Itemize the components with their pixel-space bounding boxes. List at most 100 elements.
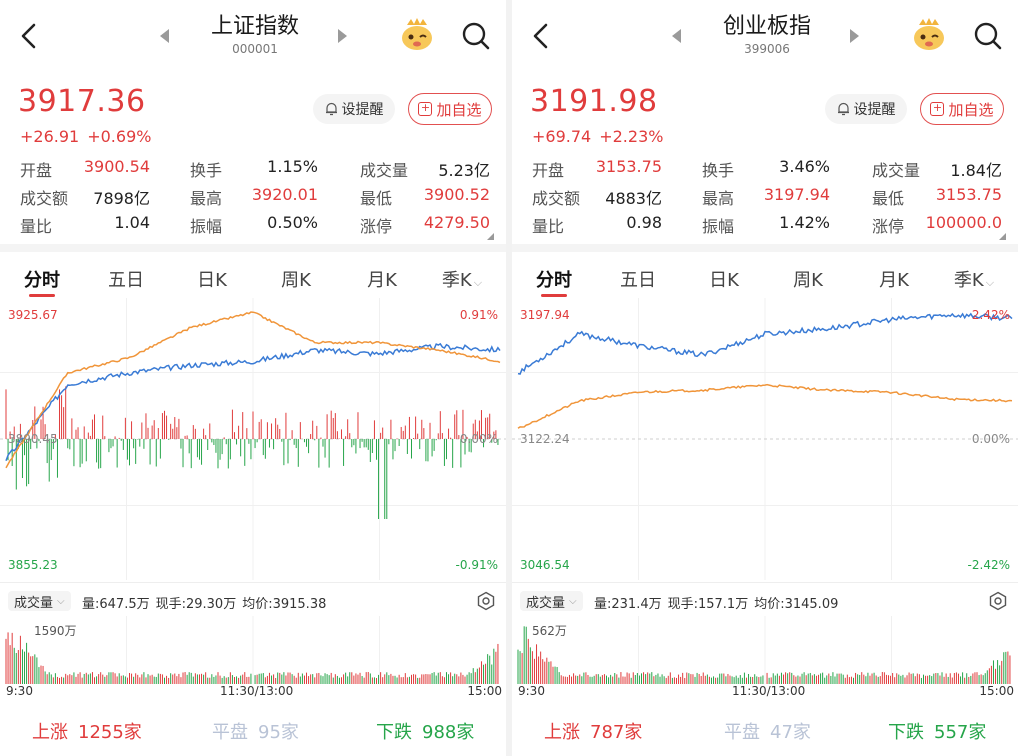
tab-weekly-k[interactable]: 周K bbox=[281, 270, 311, 291]
tab-monthly-k[interactable]: 月K bbox=[367, 270, 397, 291]
plus-icon: + bbox=[930, 102, 945, 116]
next-index-icon[interactable] bbox=[338, 29, 347, 43]
stat-high: 最高 3920.01 bbox=[190, 183, 318, 209]
volume-chart[interactable]: 562万 bbox=[512, 616, 1018, 684]
search-icon[interactable] bbox=[972, 20, 1004, 52]
stat-limit-up: 涨停 100000.0 bbox=[872, 211, 1002, 237]
stat-label: 换手 bbox=[190, 161, 223, 180]
stats-row: 开盘 3153.75 换手 3.46% 成交量 1.84亿 bbox=[512, 155, 1018, 181]
stat-volume: 成交量 5.23亿 bbox=[360, 155, 490, 181]
time-midday-label: 11:30/13:00 bbox=[732, 684, 806, 698]
stat-label: 换手 bbox=[702, 161, 735, 180]
tab-monthly-k[interactable]: 月K bbox=[879, 270, 909, 291]
volume-info-bar: 成交量 ⌵ 量:647.5万 现手:29.30万 均价:3915.38 bbox=[0, 582, 506, 616]
volume-avg-price: 均价:3915.38 bbox=[242, 597, 327, 612]
unchanged-label: 平盘 bbox=[212, 722, 248, 743]
volume-chart-svg bbox=[5, 616, 499, 684]
mascot-icon[interactable] bbox=[910, 16, 948, 54]
volume-chart[interactable]: 1590万 bbox=[0, 616, 506, 684]
next-index-icon[interactable] bbox=[850, 29, 859, 43]
y-high-pct-label: 0.91% bbox=[459, 308, 498, 322]
chevron-down-icon: ⌵ bbox=[985, 276, 995, 289]
set-alert-button[interactable]: 设提醒 bbox=[825, 94, 907, 124]
settings-gear-icon[interactable] bbox=[988, 591, 1008, 611]
tab-quarterly-k[interactable]: 季K ⌵ bbox=[432, 266, 492, 292]
stat-value: 4279.50 bbox=[423, 213, 490, 232]
stat-value: 3900.54 bbox=[83, 157, 150, 176]
chevron-down-icon: ⌵ bbox=[569, 595, 577, 607]
unchanged-count: 95家 bbox=[258, 722, 299, 743]
set-alert-button[interactable]: 设提醒 bbox=[313, 94, 395, 124]
change-percent: +0.69% bbox=[87, 127, 152, 146]
stat-value: 3.46% bbox=[779, 157, 830, 176]
tab-weekly-k[interactable]: 周K bbox=[793, 270, 823, 291]
prev-index-icon[interactable] bbox=[672, 29, 681, 43]
volume-amount: 量:231.4万 bbox=[594, 597, 662, 612]
stat-label: 涨停 bbox=[360, 217, 393, 236]
stat-label: 振幅 bbox=[702, 217, 735, 236]
back-arrow-icon[interactable] bbox=[16, 20, 44, 52]
current-price: 3191.98 bbox=[530, 84, 658, 119]
price-line bbox=[5, 342, 501, 462]
intraday-chart[interactable]: 3925.67 0.91% 3890.45 0.00% 3855.23 -0.9… bbox=[0, 298, 506, 580]
advancers-count: 787家 bbox=[590, 722, 643, 743]
header-bar: 创业板指 399006 bbox=[512, 0, 1018, 76]
stat-volume-ratio: 量比 1.04 bbox=[20, 211, 150, 237]
time-open-label: 9:30 bbox=[518, 684, 545, 698]
back-arrow-icon[interactable] bbox=[528, 20, 556, 52]
volume-indicator-select[interactable]: 成交量 ⌵ bbox=[8, 591, 71, 611]
stat-value: 1.04 bbox=[114, 213, 150, 232]
stat-value: 0.50% bbox=[267, 213, 318, 232]
time-close-label: 15:00 bbox=[979, 684, 1014, 698]
intraday-chart-svg bbox=[0, 298, 506, 580]
stat-value: 100000.0 bbox=[925, 213, 1002, 232]
intraday-chart[interactable]: 3197.94 2.42% 3122.24 0.00% 3046.54 -2.4… bbox=[512, 298, 1018, 580]
add-favorite-label: 加自选 bbox=[948, 100, 994, 119]
period-tabs: 分时 五日 日K 周K 月K 季K ⌵ bbox=[512, 258, 1018, 298]
stat-open: 开盘 3153.75 bbox=[532, 155, 662, 181]
volume-avg-price: 均价:3145.09 bbox=[754, 597, 839, 612]
stat-amplitude: 振幅 1.42% bbox=[702, 211, 830, 237]
expand-corner-icon[interactable] bbox=[999, 233, 1006, 240]
mascot-icon[interactable] bbox=[398, 16, 436, 54]
tab-quarterly-k[interactable]: 季K ⌵ bbox=[944, 266, 1004, 292]
settings-gear-icon[interactable] bbox=[476, 591, 496, 611]
stat-label: 最低 bbox=[360, 189, 393, 208]
y-low-label: 3046.54 bbox=[520, 558, 570, 572]
add-favorite-button[interactable]: + 加自选 bbox=[408, 93, 492, 125]
prev-index-icon[interactable] bbox=[160, 29, 169, 43]
volume-max-label: 1590万 bbox=[34, 624, 77, 638]
stat-value: 5.23亿 bbox=[438, 161, 490, 180]
expand-corner-icon[interactable] bbox=[487, 233, 494, 240]
add-favorite-button[interactable]: + 加自选 bbox=[920, 93, 1004, 125]
tab-five-day[interactable]: 五日 bbox=[108, 270, 144, 291]
index-title: 上证指数 bbox=[210, 14, 299, 39]
panel-divider bbox=[506, 0, 512, 756]
tab-daily-k[interactable]: 日K bbox=[197, 270, 227, 291]
volume-readout: 量:231.4万 现手:157.1万 均价:3145.09 bbox=[594, 593, 838, 612]
y-mid-label: 3890.45 bbox=[8, 432, 58, 446]
stat-open: 开盘 3900.54 bbox=[20, 155, 150, 181]
tab-intraday[interactable]: 分时 bbox=[24, 270, 60, 291]
stat-low: 最低 3153.75 bbox=[872, 183, 1002, 209]
stat-label: 量比 bbox=[532, 217, 565, 236]
decliners-label: 下跌 bbox=[376, 722, 412, 743]
tab-five-day[interactable]: 五日 bbox=[620, 270, 656, 291]
active-tab-indicator bbox=[29, 294, 55, 297]
decliners-count: 557家 bbox=[934, 722, 987, 743]
add-favorite-label: 加自选 bbox=[436, 100, 482, 119]
volume-indicator-select[interactable]: 成交量 ⌵ bbox=[520, 591, 583, 611]
tab-daily-k[interactable]: 日K bbox=[709, 270, 739, 291]
stats-row: 量比 1.04 振幅 0.50% 涨停 4279.50 bbox=[0, 211, 506, 237]
stat-label: 成交量 bbox=[872, 161, 921, 180]
decliners-count: 988家 bbox=[422, 722, 475, 743]
stat-value: 3153.75 bbox=[935, 185, 1002, 204]
unchanged-count: 47家 bbox=[770, 722, 811, 743]
y-mid-pct-label: 0.00% bbox=[459, 432, 498, 446]
y-high-label: 3925.67 bbox=[8, 308, 58, 322]
search-icon[interactable] bbox=[460, 20, 492, 52]
stat-value: 1.42% bbox=[779, 213, 830, 232]
stat-amount: 成交额 7898亿 bbox=[20, 183, 150, 209]
stock-panel-shanghai: 上证指数 000001 3917.36 +26.91 +0.69% 设提醒 + 加… bbox=[0, 0, 506, 756]
tab-intraday[interactable]: 分时 bbox=[536, 270, 572, 291]
